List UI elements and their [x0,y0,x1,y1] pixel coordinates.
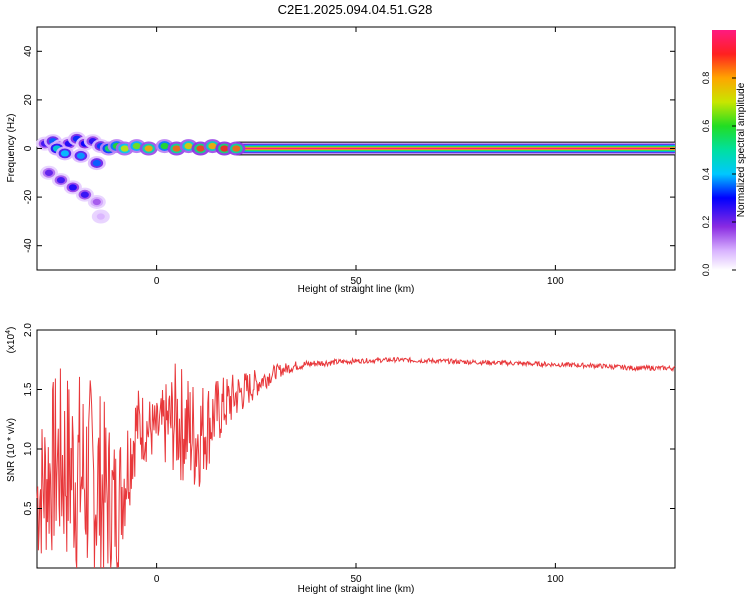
heatmap-marks [35,131,675,224]
heatmap-blob [92,198,101,206]
snr-y-axis-label: SNR (10 * v/v) [6,418,17,482]
heatmap-y-axis-label: Frequency (Hz) [6,114,17,183]
heatmap-y-tick-label: -20 [23,189,34,204]
colorbar-tick-label: 0.2 [701,216,711,229]
heatmap-blob [120,145,129,152]
heatmap-blob [220,145,229,152]
heatmap-blob [172,145,181,152]
colorbar-tick-label: 0.8 [701,72,711,85]
heatmap-blob [184,142,193,150]
snr-x-tick-label: 50 [350,574,362,585]
heatmap-blob [60,150,69,157]
heatmap-blob [232,145,241,152]
heatmap-y-tick-label: 0 [23,145,34,151]
snr-x-tick-label: 0 [154,574,160,585]
snr-scale-base: (x10 [6,333,17,353]
heatmap-y-tick-label: 20 [23,94,34,106]
colorbar: 0.0 0.2 0.4 0.6 0.8 Normalized spectral ampl… [701,30,747,276]
heatmap-blob [132,142,141,150]
heatmap-x-tick-label: 50 [350,276,362,287]
heatmap-y-tick-label: 40 [23,45,34,57]
heatmap-blob [160,142,169,150]
heatmap-blob [80,191,89,198]
snr-y-tick-label: 0.5 [23,501,34,515]
heatmap-ridge-band [236,147,675,150]
svg-text:(x104): (x104) [5,327,17,354]
heatmap-y-ticks: -40 -20 0 20 40 [23,45,675,253]
heatmap-x-tick-label: 0 [154,276,160,287]
heatmap-blob [44,169,54,176]
heatmap-blob [96,213,105,220]
heatmap-x-axis-label: Height of straight line (km) [298,284,415,295]
snr-panel: 0 50 100 0.5 1.0 1.5 2.0 Height of straight l… [5,323,676,595]
heatmap-blob [56,176,65,184]
heatmap-blob [208,142,217,150]
snr-y-ticks: 0.5 1.0 1.5 2.0 [23,323,675,515]
heatmap-blob [92,159,101,167]
heatmap-x-ticks: 0 50 100 [154,27,564,287]
colorbar-gradient [712,30,736,270]
heatmap-blob [196,145,205,152]
colorbar-label: Normalized spectral amplitude [736,82,747,217]
snr-y-tick-label: 2.0 [23,323,34,337]
snr-x-axis-label: Height of straight line (km) [298,584,415,595]
heatmap-y-tick-label: -40 [23,238,34,253]
heatmap-blob [144,145,153,152]
heatmap-blob [76,152,85,159]
colorbar-tick-label: 0.0 [701,264,711,277]
snr-scale-close: ) [6,327,17,330]
heatmap-blob [68,184,77,191]
snr-scale-label: (x104) [5,327,17,354]
colorbar-tick-label: 0.4 [701,168,711,181]
colorbar-tick-label: 0.6 [701,120,711,133]
snr-y-tick-label: 1.5 [23,382,34,396]
page-title: C2E1.2025.094.04.51.G28 [278,2,433,17]
heatmap-x-tick-label: 100 [547,276,564,287]
snr-x-tick-label: 100 [547,574,564,585]
colorbar-ticks: 0.0 0.2 0.4 0.6 0.8 [701,72,736,277]
heatmap-panel: 0 50 100 -40 -20 0 20 40 Height of straight li… [6,26,676,295]
snr-y-tick-label: 1.0 [23,442,34,456]
snr-series-line [36,356,676,569]
snr-x-ticks: 0 50 100 [154,330,564,585]
snr-scale-exponent: 4 [5,330,12,334]
